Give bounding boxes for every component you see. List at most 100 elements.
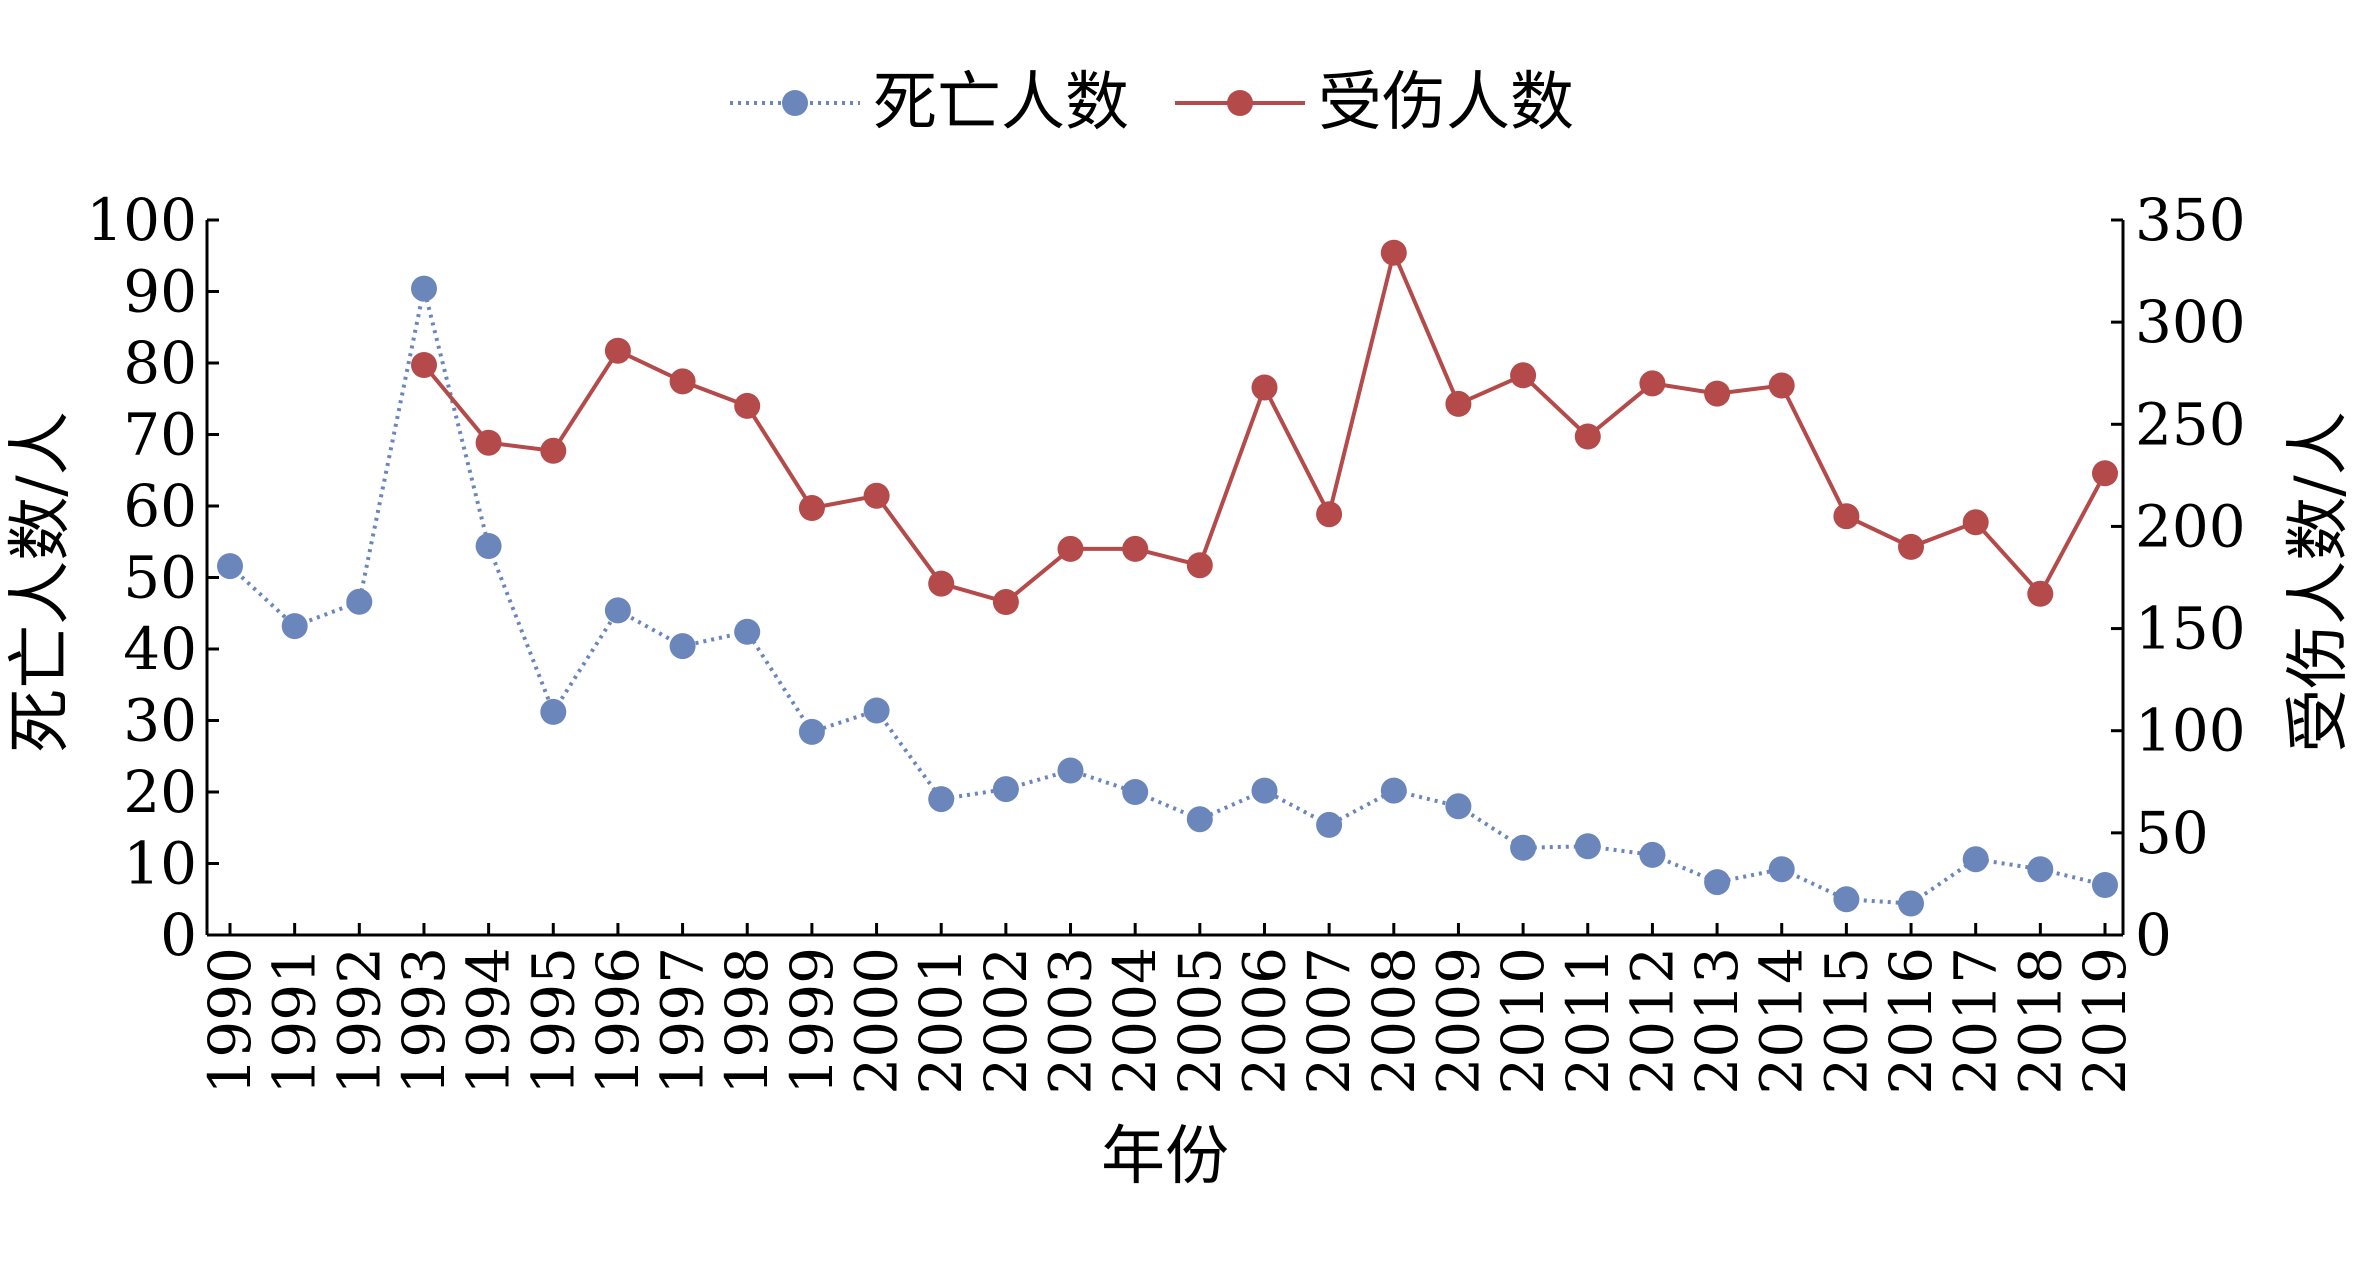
y-left-tick-label: 10	[123, 830, 197, 898]
data-point-injuries	[2092, 460, 2118, 487]
x-axis-ticks: 1990199119921993199419951996199719981999…	[196, 923, 2139, 1095]
data-point-injuries	[798, 495, 825, 521]
legend-label-deaths: 死亡人数	[873, 66, 1129, 140]
data-point-deaths	[604, 597, 631, 624]
data-point-deaths	[1316, 811, 1343, 838]
x-axis-title: 年份	[1101, 1120, 1229, 1194]
x-tick-label: 2010	[1489, 947, 1557, 1095]
x-tick-label: 2005	[1166, 947, 1234, 1095]
y-right-tick-label: 250	[2135, 390, 2246, 458]
data-point-injuries	[1380, 239, 1407, 266]
x-tick-label: 1995	[519, 947, 587, 1095]
x-tick-label: 2009	[1424, 947, 1492, 1095]
x-tick-label: 2003	[1037, 947, 1105, 1095]
data-point-injuries	[1251, 374, 1278, 401]
y-right-tick-label: 350	[2135, 186, 2246, 254]
x-tick-label: 2001	[907, 947, 975, 1095]
y-left-tick-label: 70	[123, 401, 197, 469]
data-point-deaths	[669, 633, 696, 660]
data-point-injuries	[1445, 390, 1472, 417]
data-point-deaths	[1057, 757, 1084, 784]
data-point-injuries	[1186, 552, 1213, 579]
series-layer	[217, 239, 2118, 917]
data-point-injuries	[669, 368, 696, 395]
data-point-deaths	[798, 718, 825, 745]
x-tick-label: 1992	[325, 947, 393, 1095]
data-point-deaths	[1186, 806, 1213, 833]
y-left-tick-label: 20	[123, 758, 197, 826]
data-point-injuries	[863, 482, 890, 509]
data-point-deaths	[217, 553, 243, 580]
legend-label-injuries: 受伤人数	[1318, 66, 1574, 140]
x-tick-label: 2002	[972, 947, 1040, 1095]
data-point-deaths	[1445, 793, 1472, 820]
data-point-injuries	[604, 337, 631, 364]
data-point-deaths	[1768, 856, 1795, 883]
y-left-tick-label: 90	[123, 258, 197, 326]
y-left-tick-label: 80	[123, 329, 197, 397]
data-point-injuries	[928, 570, 955, 597]
data-point-deaths	[863, 697, 890, 724]
legend-marker-deaths	[782, 90, 808, 116]
x-tick-label: 2004	[1101, 947, 1169, 1095]
x-tick-label: 1994	[455, 947, 523, 1095]
y-right-axis-title: 受伤人数/人	[2282, 411, 2356, 753]
data-point-deaths	[1380, 777, 1407, 804]
data-point-deaths	[1251, 777, 1278, 804]
data-point-injuries	[1574, 423, 1601, 450]
series-deaths	[217, 275, 2118, 917]
legend-marker-injuries	[1227, 90, 1253, 116]
y-right-tick-label: 0	[2135, 901, 2172, 969]
x-tick-label: 2006	[1230, 947, 1298, 1095]
data-point-deaths	[1639, 841, 1666, 868]
y-right-tick-label: 150	[2135, 595, 2246, 663]
x-tick-label: 2013	[1683, 947, 1751, 1095]
data-point-injuries	[1898, 533, 1924, 560]
x-tick-label: 2018	[2006, 947, 2074, 1095]
data-point-deaths	[475, 533, 502, 559]
axes	[205, 220, 2125, 937]
x-tick-label: 1990	[196, 947, 264, 1095]
data-point-injuries	[992, 589, 1019, 615]
x-tick-label: 2012	[1618, 947, 1686, 1095]
y-right-tick-label: 50	[2135, 799, 2209, 867]
data-point-deaths	[1833, 886, 1860, 913]
x-tick-label: 2011	[1554, 947, 1622, 1095]
data-point-deaths	[1898, 890, 1924, 917]
x-tick-label: 2016	[1877, 947, 1945, 1095]
x-tick-label: 2014	[1748, 947, 1816, 1095]
data-point-injuries	[2027, 580, 2054, 607]
data-point-deaths	[411, 275, 437, 302]
data-point-injuries	[411, 352, 437, 378]
y-left-tick-label: 60	[123, 472, 197, 540]
data-point-deaths	[281, 613, 308, 640]
legend: 死亡人数 受伤人数	[730, 66, 1574, 140]
x-tick-label: 1993	[390, 947, 458, 1095]
series-injuries	[411, 239, 2118, 615]
data-point-deaths	[1574, 833, 1601, 860]
data-point-injuries	[1639, 370, 1666, 397]
data-point-deaths	[1704, 869, 1731, 896]
data-point-deaths	[2092, 872, 2118, 898]
data-point-injuries	[1704, 380, 1731, 407]
data-point-injuries	[1122, 535, 1149, 562]
y-right-tick-label: 300	[2135, 288, 2246, 356]
data-point-injuries	[1510, 362, 1537, 389]
data-point-injuries	[1316, 501, 1343, 528]
data-point-deaths	[992, 776, 1019, 803]
data-point-deaths	[1122, 779, 1149, 805]
data-point-deaths	[540, 698, 567, 725]
x-tick-label: 1991	[261, 947, 329, 1095]
series-line-injuries	[422, 246, 2107, 605]
series-line-deaths	[228, 288, 2106, 906]
data-point-deaths	[734, 618, 761, 645]
x-tick-label: 1999	[778, 947, 846, 1095]
data-point-deaths	[1962, 846, 1989, 873]
x-tick-label: 1996	[584, 947, 652, 1095]
data-point-injuries	[734, 392, 761, 419]
y-right-tick-label: 100	[2135, 697, 2246, 765]
x-tick-label: 2007	[1295, 947, 1363, 1095]
x-tick-label: 2015	[1812, 947, 1880, 1095]
data-point-injuries	[1057, 535, 1084, 562]
